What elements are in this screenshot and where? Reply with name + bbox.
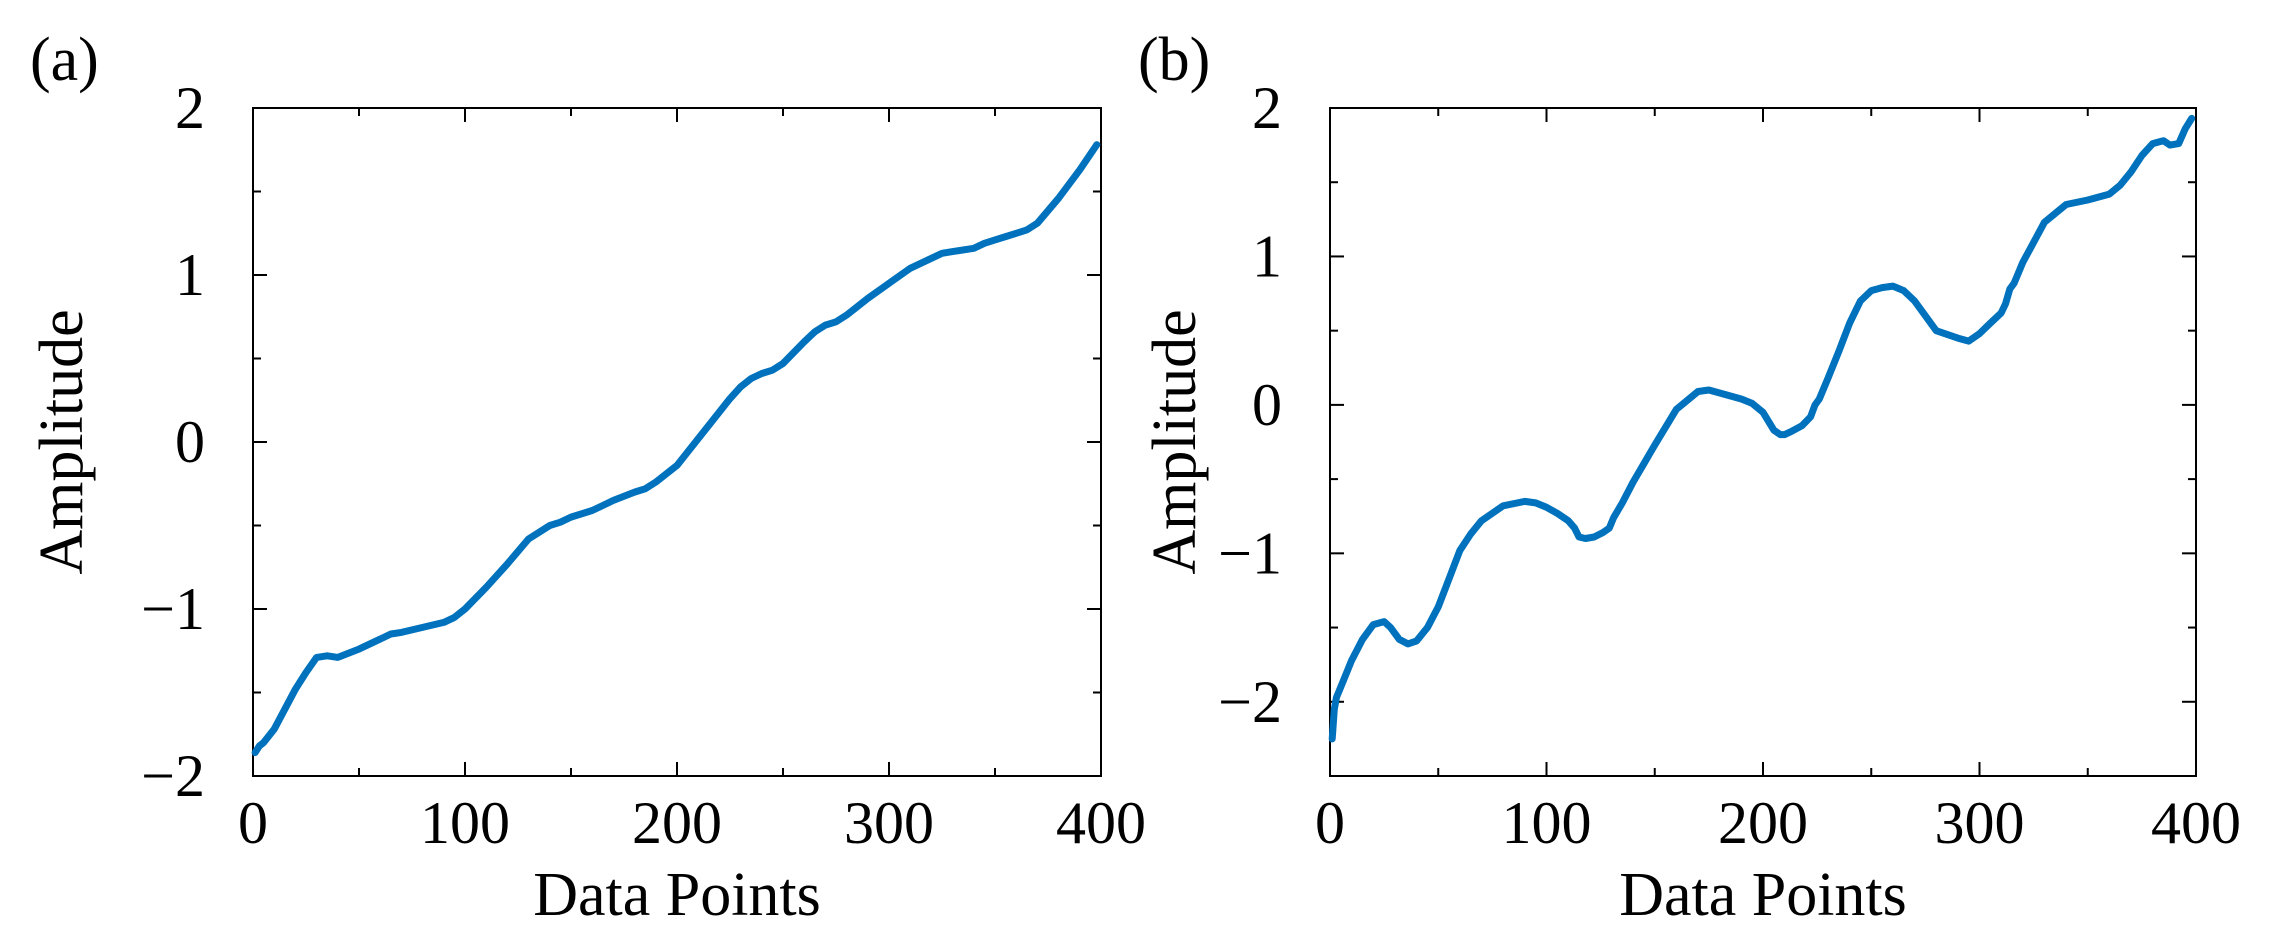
panel-label: (a) [30,26,99,94]
y-tick-label: −2 [1218,669,1282,735]
x-tick-label: 200 [1718,790,1808,856]
x-tick-label: 100 [420,790,510,856]
x-tick-label: 200 [632,790,722,856]
y-tick-label: −1 [1218,520,1282,586]
y-tick-label: −1 [141,576,205,642]
y-tick-label: 1 [1252,223,1282,289]
x-axis-label: Data Points [533,861,821,929]
x-tick-label: 100 [1502,790,1592,856]
y-tick-label: −2 [141,743,205,809]
y-tick-label: 2 [1252,75,1282,141]
x-tick-label: 400 [1056,790,1146,856]
y-tick-label: 1 [175,242,205,308]
y-axis-label: Amplitude [1141,309,1209,574]
series-line [251,141,1101,757]
chart-panel-a: (a) −2 −1 0 1 2 0 100 200 300 400 Data Points Amplit… [28,26,1146,929]
x-tick-label: 300 [844,790,934,856]
x-tick-label: 0 [1315,790,1345,856]
x-tick-label: 400 [2151,790,2241,856]
plot-frame [252,107,1102,777]
y-tick-label: 2 [175,75,205,141]
x-axis-label: Data Points [1619,861,1907,929]
y-tick-label: 0 [1252,372,1282,438]
chart-panel-b: (b) −2 −1 0 1 2 0 100 200 300 400 Data Points Amplit… [1138,26,2241,929]
x-tick-label: 300 [1935,790,2025,856]
y-tick-label: 0 [175,409,205,475]
series-line [1328,114,2196,743]
y-axis-label: Amplitude [28,309,96,574]
panel-label: (b) [1138,26,1210,94]
x-tick-label: 0 [238,790,268,856]
